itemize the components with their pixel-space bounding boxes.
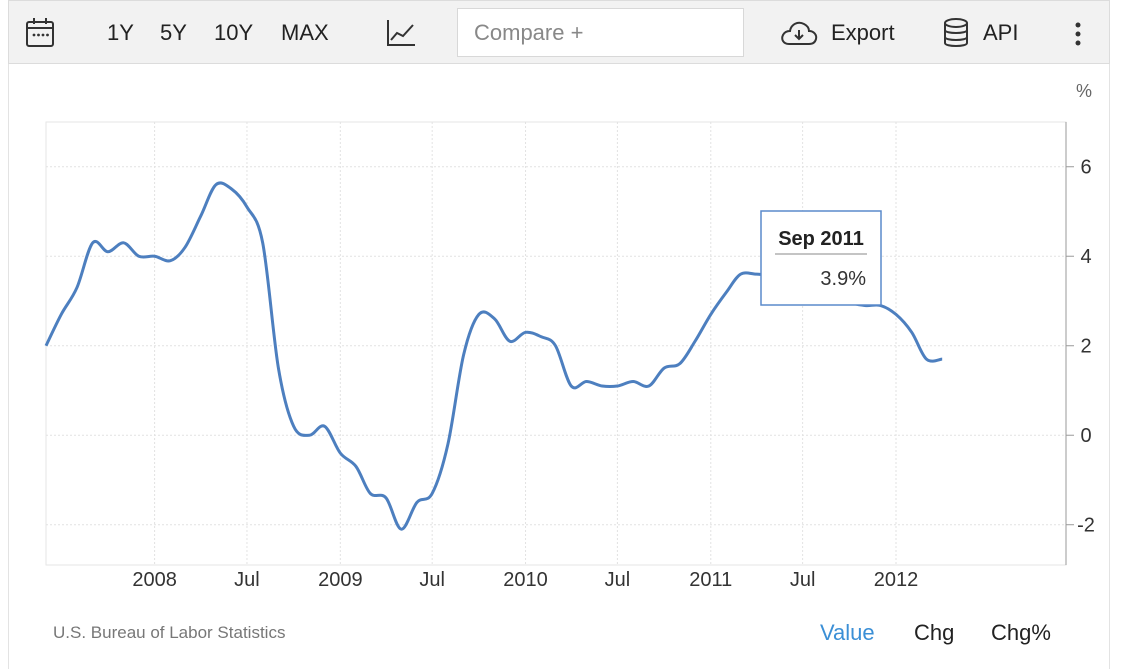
database-icon[interactable] bbox=[942, 17, 970, 54]
toolbar: 1Y 5Y 10Y MAX Compare + Export API bbox=[8, 0, 1110, 64]
cloud-download-icon[interactable] bbox=[780, 19, 818, 52]
tab-chg-pct[interactable]: Chg% bbox=[991, 620, 1051, 645]
calendar-icon[interactable] bbox=[25, 17, 55, 54]
range-10y-button[interactable]: 10Y bbox=[214, 20, 254, 45]
range-5y-button[interactable]: 5Y bbox=[160, 20, 187, 45]
range-1y-button[interactable]: 1Y bbox=[107, 20, 134, 45]
source-label: U.S. Bureau of Labor Statistics bbox=[53, 623, 286, 642]
api-button[interactable]: API bbox=[983, 20, 1019, 45]
tab-value[interactable]: Value bbox=[820, 620, 875, 645]
line-chart-icon[interactable] bbox=[386, 19, 416, 52]
chart-frame bbox=[8, 0, 1110, 669]
tab-chg[interactable]: Chg bbox=[914, 620, 955, 645]
kebab-menu-icon[interactable] bbox=[1073, 21, 1083, 52]
range-max-button[interactable]: MAX bbox=[281, 20, 329, 45]
compare-input[interactable]: Compare + bbox=[457, 8, 744, 57]
export-button[interactable]: Export bbox=[831, 20, 895, 45]
